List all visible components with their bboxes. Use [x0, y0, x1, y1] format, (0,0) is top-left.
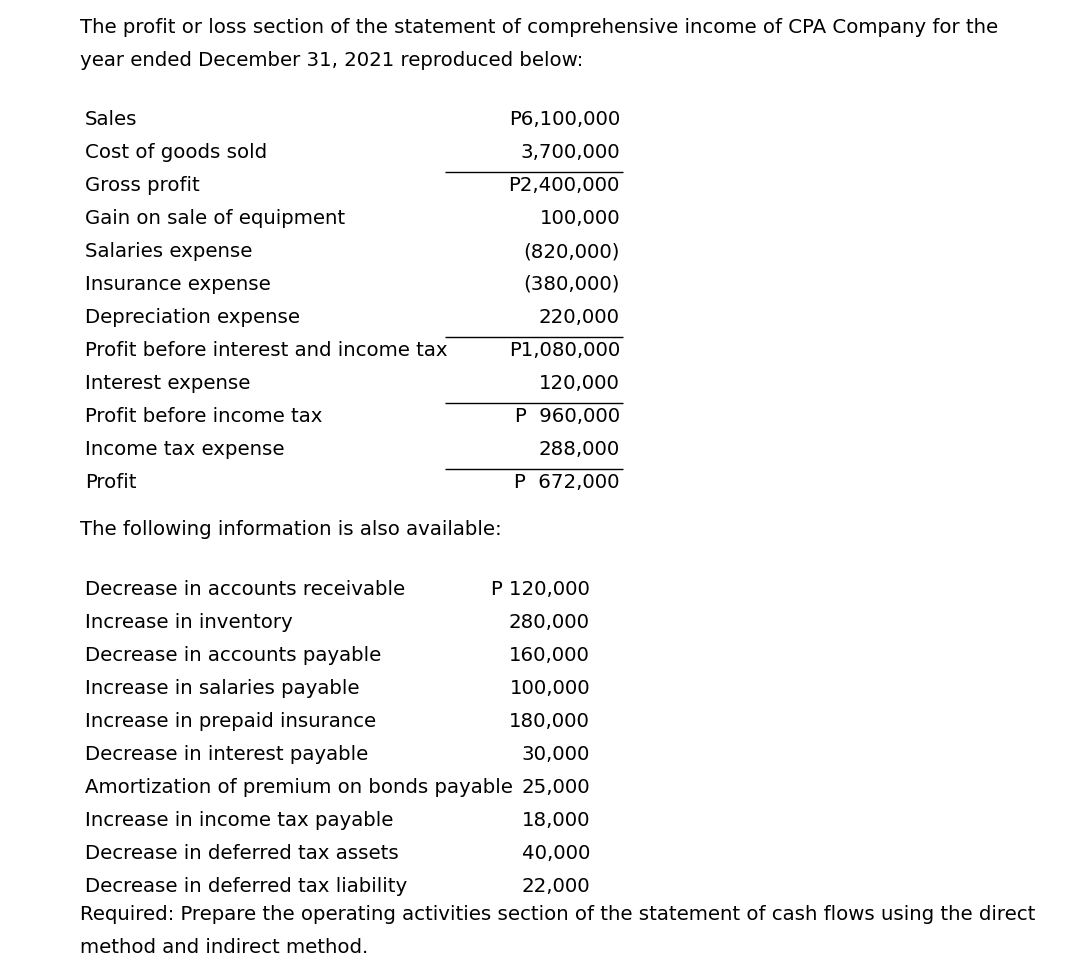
Text: The following information is also available:: The following information is also availa…	[80, 519, 501, 539]
Text: year ended December 31, 2021 reproduced below:: year ended December 31, 2021 reproduced …	[80, 51, 583, 70]
Text: Interest expense: Interest expense	[85, 374, 251, 392]
Text: 160,000: 160,000	[509, 645, 590, 665]
Text: 220,000: 220,000	[539, 308, 620, 327]
Text: Cost of goods sold: Cost of goods sold	[85, 142, 267, 162]
Text: Gross profit: Gross profit	[85, 175, 200, 195]
Text: 288,000: 288,000	[539, 440, 620, 458]
Text: (820,000): (820,000)	[524, 241, 620, 261]
Text: Salaries expense: Salaries expense	[85, 241, 253, 261]
Text: 100,000: 100,000	[510, 678, 590, 698]
Text: Decrease in accounts payable: Decrease in accounts payable	[85, 645, 381, 665]
Text: 18,000: 18,000	[522, 810, 590, 829]
Text: Increase in salaries payable: Increase in salaries payable	[85, 678, 360, 698]
Text: P6,100,000: P6,100,000	[509, 109, 620, 129]
Text: 3,700,000: 3,700,000	[521, 142, 620, 162]
Text: 22,000: 22,000	[522, 876, 590, 895]
Text: Depreciation expense: Depreciation expense	[85, 308, 300, 327]
Text: Increase in prepaid insurance: Increase in prepaid insurance	[85, 711, 376, 731]
Text: Amortization of premium on bonds payable: Amortization of premium on bonds payable	[85, 777, 513, 797]
Text: 120,000: 120,000	[539, 374, 620, 392]
Text: Income tax expense: Income tax expense	[85, 440, 284, 458]
Text: Sales: Sales	[85, 109, 137, 129]
Text: Increase in inventory: Increase in inventory	[85, 612, 293, 632]
Text: Decrease in interest payable: Decrease in interest payable	[85, 744, 368, 764]
Text: The profit or loss section of the statement of comprehensive income of CPA Compa: The profit or loss section of the statem…	[80, 18, 998, 37]
Text: Increase in income tax payable: Increase in income tax payable	[85, 810, 393, 829]
Text: Decrease in deferred tax assets: Decrease in deferred tax assets	[85, 843, 399, 862]
Text: Profit before income tax: Profit before income tax	[85, 407, 323, 425]
Text: Decrease in accounts receivable: Decrease in accounts receivable	[85, 579, 405, 599]
Text: 100,000: 100,000	[539, 208, 620, 228]
Text: P  672,000: P 672,000	[514, 473, 620, 491]
Text: Profit: Profit	[85, 473, 136, 491]
Text: P 120,000: P 120,000	[491, 579, 590, 599]
Text: P1,080,000: P1,080,000	[509, 341, 620, 359]
Text: method and indirect method.: method and indirect method.	[80, 937, 368, 956]
Text: (380,000): (380,000)	[524, 275, 620, 294]
Text: 180,000: 180,000	[509, 711, 590, 731]
Text: 30,000: 30,000	[522, 744, 590, 764]
Text: Gain on sale of equipment: Gain on sale of equipment	[85, 208, 346, 228]
Text: 40,000: 40,000	[522, 843, 590, 862]
Text: P2,400,000: P2,400,000	[509, 175, 620, 195]
Text: P  960,000: P 960,000	[515, 407, 620, 425]
Text: Required: Prepare the operating activities section of the statement of cash flow: Required: Prepare the operating activiti…	[80, 904, 1036, 923]
Text: Decrease in deferred tax liability: Decrease in deferred tax liability	[85, 876, 407, 895]
Text: 280,000: 280,000	[509, 612, 590, 632]
Text: 25,000: 25,000	[522, 777, 590, 797]
Text: Insurance expense: Insurance expense	[85, 275, 271, 294]
Text: Profit before interest and income tax: Profit before interest and income tax	[85, 341, 447, 359]
